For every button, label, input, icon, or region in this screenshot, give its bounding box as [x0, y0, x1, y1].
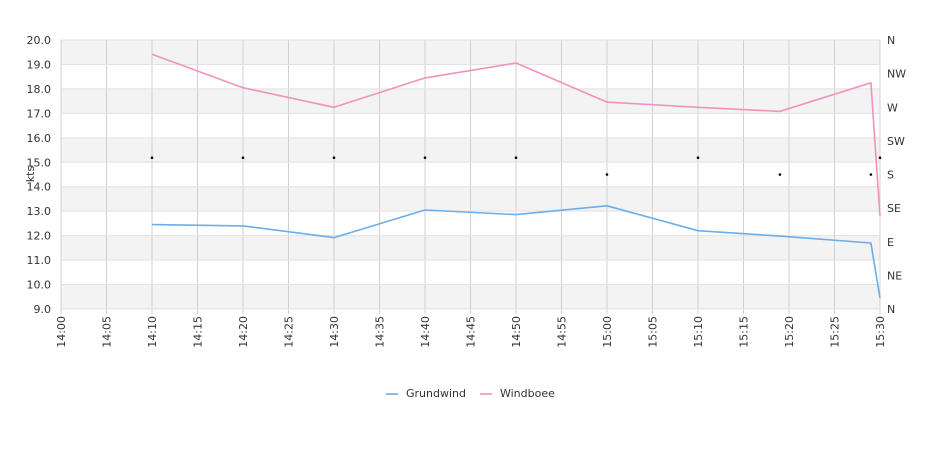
y-tick-label: 15.0 [27, 156, 52, 169]
y-tick-label: 12.0 [27, 230, 52, 243]
x-tick-label: 14:30 [328, 316, 341, 348]
direction-point [878, 156, 882, 159]
y-tick-label: 11.0 [27, 254, 52, 267]
direction-markers [150, 156, 882, 176]
y-tick-label: 20.0 [27, 34, 52, 47]
x-tick-label: 15:00 [601, 316, 614, 348]
y-axis-ticks: 9.0 10.0 11.0 12.0 13.0 14.0 15.0 16.0 17.0 18.0 1… [27, 34, 52, 316]
direction-tick-label: NW [887, 68, 906, 81]
direction-point [696, 156, 700, 159]
series-line-grundwind [151, 205, 881, 299]
x-tick-label: 15:20 [783, 316, 796, 348]
x-tick-label: 14:55 [556, 316, 569, 348]
x-tick-label: 15:10 [692, 316, 705, 348]
x-tick-label: 15:05 [647, 316, 660, 348]
x-tick-label: 14:05 [101, 316, 114, 348]
x-tick-label: 14:50 [510, 316, 523, 348]
direction-point [241, 156, 245, 159]
legend: Grundwind Windboee [386, 387, 555, 400]
x-tick-label: 14:15 [192, 316, 205, 348]
y-tick-label: 9.0 [34, 303, 52, 316]
direction-point [605, 173, 609, 176]
y-tick-label: 16.0 [27, 132, 52, 145]
direction-point [778, 173, 782, 176]
direction-tick-label: NE [887, 269, 902, 282]
direction-axis-ticks: N NE E SE S SW W NW N [887, 34, 906, 316]
legend-label: Grundwind [406, 387, 466, 400]
y-tick-label: 13.0 [27, 205, 52, 218]
x-tick-label: 14:45 [465, 316, 478, 348]
legend-label: Windboee [500, 387, 555, 400]
x-tick-label: 14:00 [55, 316, 68, 348]
y-tick-label: 17.0 [27, 107, 52, 120]
y-tick-label: 19.0 [27, 58, 52, 71]
x-tick-label: 14:40 [419, 316, 432, 348]
direction-point [514, 156, 518, 159]
x-tick-label: 15:25 [829, 316, 842, 348]
direction-tick-label: W [887, 101, 898, 114]
series-lines [151, 53, 881, 299]
direction-tick-label: SE [887, 202, 901, 215]
direction-point [332, 156, 336, 159]
x-tick-label: 15:15 [738, 316, 751, 348]
x-tick-label: 14:10 [146, 316, 159, 348]
x-axis-ticks: 14:00 14:05 14:10 14:15 14:20 14:25 14:30 14:35… [55, 316, 887, 348]
direction-point [150, 156, 154, 159]
x-tick-label: 15:30 [874, 316, 887, 348]
direction-tick-label: N [887, 34, 895, 47]
direction-tick-label: SW [887, 135, 905, 148]
x-tick-label: 14:35 [374, 316, 387, 348]
direction-tick-label: E [887, 236, 894, 249]
vertical-gridlines [60, 40, 881, 314]
series-line-windboee [151, 53, 881, 217]
y-tick-label: 14.0 [27, 181, 52, 194]
direction-tick-label: S [887, 169, 894, 182]
y-tick-label: 10.0 [27, 279, 52, 292]
y-axis-label: kts [24, 166, 37, 183]
direction-tick-label: N [887, 303, 895, 316]
y-tick-label: 18.0 [27, 83, 52, 96]
x-tick-label: 14:25 [283, 316, 296, 348]
direction-point [869, 173, 873, 176]
direction-point [423, 156, 427, 159]
x-tick-label: 14:20 [237, 316, 250, 348]
horizontal-gridlines [61, 39, 880, 310]
